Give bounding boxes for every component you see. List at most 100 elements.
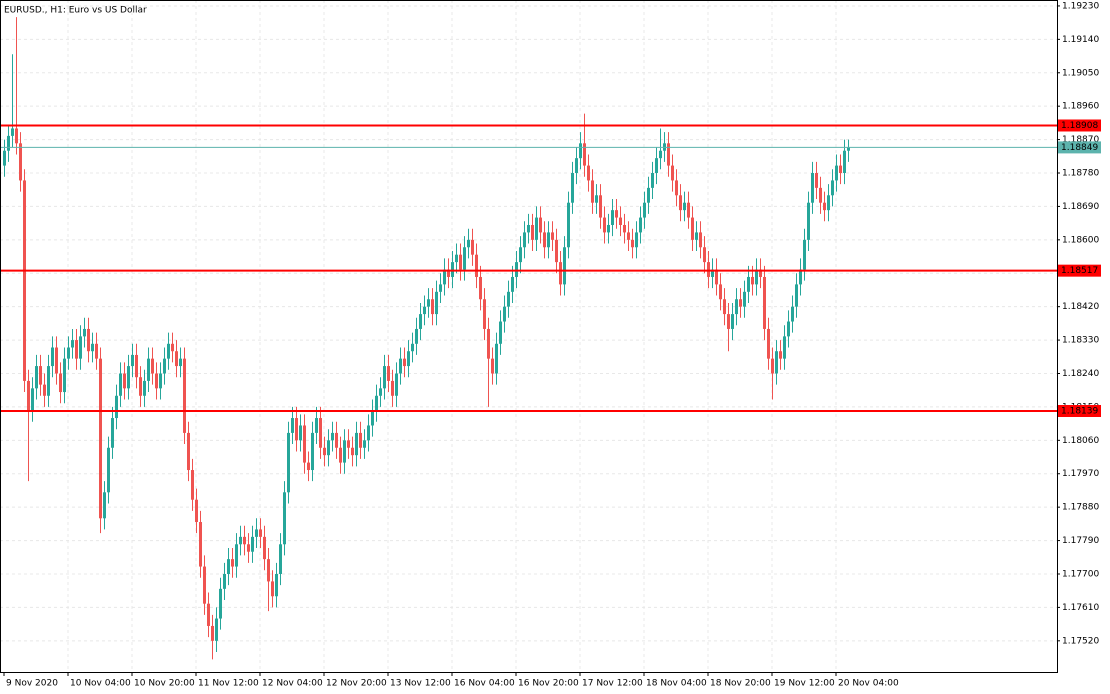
candle-body [831, 180, 834, 196]
level-line-label: 1.18139 [1061, 406, 1098, 416]
candle-body [79, 336, 82, 359]
candle-body [739, 299, 742, 307]
candle-body [447, 269, 450, 277]
candle-body [807, 202, 810, 240]
candle-body [211, 625, 214, 641]
x-tick-label: 17 Nov 12:00 [582, 679, 643, 689]
candle-body [763, 276, 766, 329]
candle-body [95, 343, 98, 359]
candle-body [303, 425, 306, 463]
candle-body [699, 232, 702, 248]
candle-body [491, 358, 494, 374]
candle-body [759, 269, 762, 277]
candle-body [627, 232, 630, 240]
candle-body [695, 232, 698, 240]
candle-body [355, 432, 358, 456]
y-tick-label: 1.17880 [1062, 503, 1099, 513]
candle-body [683, 202, 686, 211]
candle-body [359, 432, 362, 448]
candle-body [75, 340, 78, 359]
candle-body [111, 418, 114, 448]
candle-body [375, 395, 378, 411]
candle-body [267, 559, 270, 582]
candle-body [347, 440, 350, 448]
candle-body [259, 529, 262, 537]
candle-body [787, 321, 790, 337]
candle-body [55, 347, 58, 374]
overlays: 1.18849 1.18908 1.18517 1.18139 [0, 119, 1101, 417]
candle-body [295, 418, 298, 441]
candle-body [723, 299, 726, 315]
candle-body [467, 239, 470, 248]
candle-body [251, 536, 254, 552]
candle-body [675, 180, 678, 196]
candle-body [11, 128, 14, 136]
candle-body [87, 328, 90, 352]
candle-body [195, 499, 198, 523]
candle-body [535, 217, 538, 240]
candle-body [575, 158, 578, 174]
y-tick-label: 1.18780 [1062, 169, 1099, 179]
candle-body [687, 202, 690, 218]
candle-body [371, 410, 374, 426]
candle-body [547, 232, 550, 248]
candle-body [107, 447, 110, 493]
candle-body [23, 180, 26, 381]
candle-body [631, 239, 634, 248]
candle-body [727, 314, 730, 329]
y-tick-label: 1.18330 [1062, 336, 1099, 346]
candle-body [123, 373, 126, 389]
candle-body [783, 336, 786, 359]
candle-body [651, 173, 654, 188]
candle-body [31, 388, 34, 411]
candle-body [823, 202, 826, 211]
y-tick-label: 1.18240 [1062, 369, 1099, 379]
candle-body [543, 232, 546, 248]
candle-body [607, 224, 610, 233]
candle-body [703, 247, 706, 263]
candle-body [159, 373, 162, 389]
candle-body [331, 432, 334, 441]
candle-body [207, 603, 210, 626]
x-tick-label: 16 Nov 04:00 [454, 679, 515, 689]
candle-body [579, 143, 582, 159]
candle-body [691, 217, 694, 240]
candle-body [83, 328, 86, 337]
candle-body [43, 384, 46, 396]
candle-body [291, 418, 294, 433]
candle-body [71, 340, 74, 348]
candle-body [603, 217, 606, 233]
candle-body [231, 559, 234, 567]
candle-body [27, 380, 30, 411]
candle-body [487, 328, 490, 359]
candle-body [279, 544, 282, 574]
candle-body [483, 299, 486, 329]
y-tick-label: 1.17700 [1062, 569, 1099, 579]
candle-body [655, 158, 658, 174]
y-tick-label: 1.18690 [1062, 202, 1099, 212]
candle-body [751, 276, 754, 285]
candle-body [379, 388, 382, 396]
candle-body [731, 314, 734, 329]
x-tick-label: 18 Nov 20:00 [710, 679, 771, 689]
x-tick-label: 18 Nov 04:00 [646, 679, 707, 689]
candle-body [223, 573, 226, 589]
candle-body [415, 328, 418, 344]
y-tick-label: 1.18420 [1062, 302, 1099, 312]
candle-body [659, 150, 662, 159]
y-tick-label: 1.17790 [1062, 536, 1099, 546]
x-tick-label: 16 Nov 20:00 [518, 679, 579, 689]
candle-body [183, 358, 186, 433]
y-tick-label: 1.17520 [1062, 636, 1099, 646]
candle-body [719, 284, 722, 300]
candle-body [307, 462, 310, 471]
candle-body [39, 366, 42, 385]
candle-body [507, 291, 510, 307]
candle-body [243, 536, 246, 545]
level-line-label-box [1058, 119, 1101, 132]
x-tick-label: 13 Nov 12:00 [390, 679, 451, 689]
candle-body [451, 262, 454, 277]
candle-body [643, 202, 646, 218]
candle-body [19, 143, 22, 181]
candle-body [59, 373, 62, 393]
